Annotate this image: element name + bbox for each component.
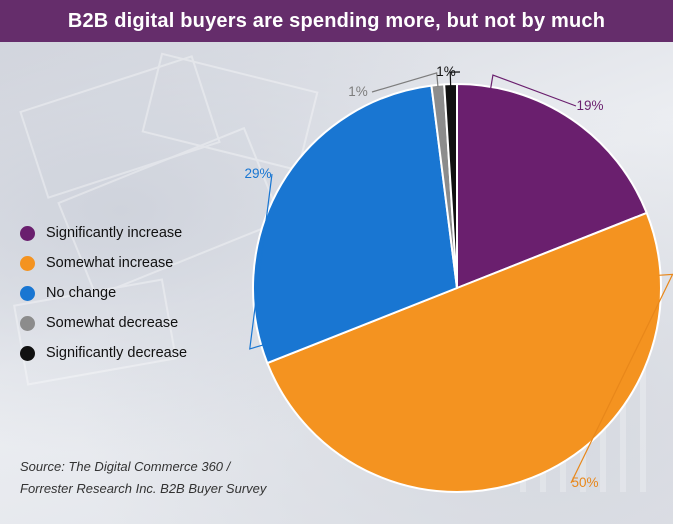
legend-swatch [20, 255, 35, 271]
legend-label: Significantly decrease [46, 345, 188, 361]
source-line-2: Forrester Research Inc. B2B Buyer Survey [20, 481, 267, 496]
source-note: Source: The Digital Commerce 360 / Forre… [20, 456, 266, 500]
legend-item-somewhat-increase: Somewhat increase [20, 248, 187, 278]
leader-line-1 [490, 74, 577, 107]
legend-item-significantly-decrease: Significantly decrease [20, 338, 187, 368]
legend-swatch [20, 315, 35, 331]
legend-item-no-change: No change [20, 278, 187, 308]
data-label-no-change: 29% [244, 166, 271, 181]
source-line-1: Source: The Digital Commerce 360 / [20, 459, 231, 474]
chart-legend: Significantly increase Somewhat increase N… [20, 218, 187, 368]
legend-label: Somewhat increase [46, 255, 174, 271]
pie-slice-no-change [252, 84, 459, 365]
leader-line-4 [371, 72, 439, 93]
legend-label: Significantly increase [46, 225, 183, 241]
data-label-somewhat-increase: 50% [571, 475, 598, 490]
data-label-somewhat-decrease: 1% [348, 84, 368, 99]
leader-line-3 [249, 173, 273, 350]
data-label-significantly-increase: 19% [576, 98, 603, 113]
legend-swatch [20, 285, 35, 301]
legend-item-somewhat-decrease: Somewhat decrease [20, 308, 187, 338]
legend-label: Somewhat decrease [46, 315, 179, 331]
pie-slice-significantly-increase [456, 82, 648, 290]
legend-swatch [20, 345, 35, 361]
legend-label: No change [46, 285, 117, 301]
chart-title: B2B digital buyers are spending more, bu… [0, 0, 673, 42]
pie-slice-somewhat-increase [266, 211, 662, 493]
leader-line-5 [449, 71, 461, 87]
legend-item-significantly-increase: Significantly increase [20, 218, 187, 248]
legend-swatch [20, 225, 35, 241]
data-label-significantly-decrease: 1% [436, 64, 456, 79]
